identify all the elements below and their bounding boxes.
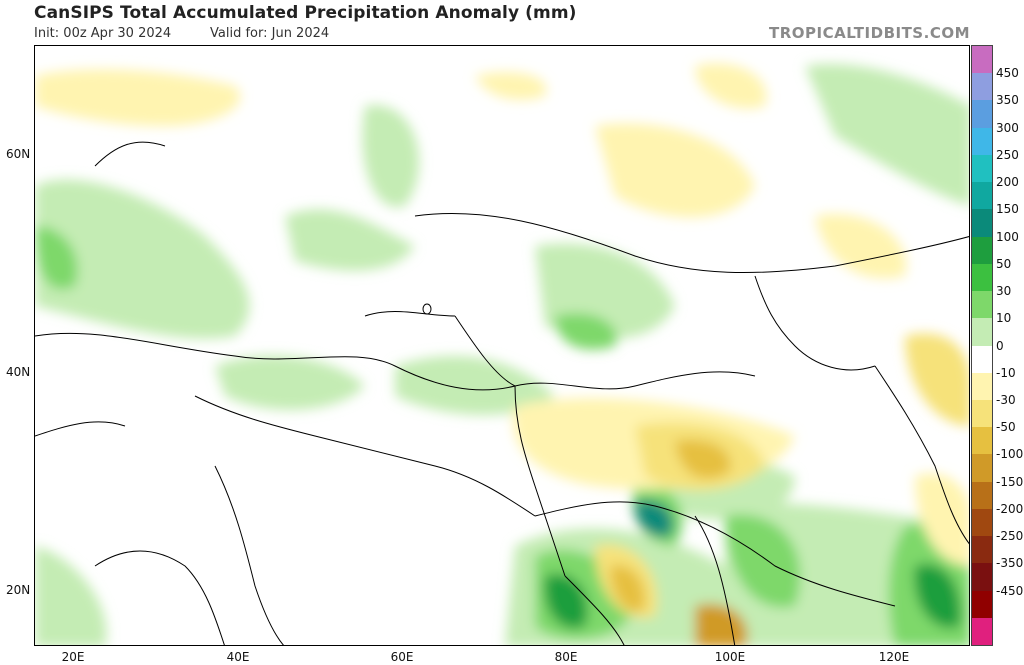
colorbar-segment xyxy=(972,536,992,564)
lon-label-60e: 60E xyxy=(390,650,414,664)
colorbar-segment xyxy=(972,209,992,238)
valid-time: Valid for: Jun 2024 xyxy=(210,26,330,41)
lon-label-20e: 20E xyxy=(61,650,85,664)
colorbar-label: -250 xyxy=(996,529,1024,544)
colorbar-segment xyxy=(972,617,992,646)
init-time: Init: 00z Apr 30 2024 xyxy=(34,26,172,41)
brand-watermark: TROPICALTIDBITS.COM xyxy=(769,24,970,42)
map-title: CanSIPS Total Accumulated Precipitation … xyxy=(34,3,577,23)
lat-label-20n: 20N xyxy=(6,583,31,597)
colorbar-label: 10 xyxy=(996,311,1012,326)
legend-colorbar xyxy=(971,45,993,646)
colorbar-segment xyxy=(972,372,992,401)
colorbar-label: -100 xyxy=(996,447,1024,462)
colorbar-segment xyxy=(972,454,992,483)
colorbar-segment xyxy=(972,399,992,428)
colorbar-segment xyxy=(972,182,992,210)
lon-label-80e: 80E xyxy=(554,650,578,664)
colorbar-label: -30 xyxy=(996,392,1016,407)
colorbar-segment xyxy=(972,563,992,592)
colorbar-label: -50 xyxy=(996,420,1016,435)
colorbar-segment xyxy=(972,100,992,129)
colorbar-segment xyxy=(972,318,992,346)
colorbar-label: 30 xyxy=(996,284,1012,299)
colorbar-label: 350 xyxy=(996,93,1019,108)
colorbar-segment xyxy=(972,508,992,537)
colorbar-label: -450 xyxy=(996,583,1024,598)
colorbar-label: 200 xyxy=(996,175,1019,190)
colorbar-label: 300 xyxy=(996,120,1019,135)
country-borders xyxy=(35,141,969,645)
precipitation-anomaly-map xyxy=(34,45,970,646)
colorbar-label: 100 xyxy=(996,229,1019,244)
colorbar-segment xyxy=(972,345,992,374)
colorbar-label: -200 xyxy=(996,501,1024,516)
colorbar-segment xyxy=(972,46,992,74)
colorbar-segment xyxy=(972,154,992,183)
lat-label-60n: 60N xyxy=(6,147,31,161)
lon-label-40e: 40E xyxy=(226,650,250,664)
anomaly-fields xyxy=(35,63,969,645)
colorbar-label: 250 xyxy=(996,147,1019,162)
colorbar-label: 50 xyxy=(996,256,1012,271)
map-canvas xyxy=(35,63,969,645)
lat-label-40n: 40N xyxy=(6,365,31,379)
colorbar-label: -150 xyxy=(996,474,1024,489)
colorbar-segment xyxy=(972,481,992,510)
colorbar-segment xyxy=(972,236,992,265)
colorbar-segment xyxy=(972,73,992,101)
colorbar-segment xyxy=(972,263,992,292)
colorbar-label: -10 xyxy=(996,365,1016,380)
colorbar-segment xyxy=(972,590,992,619)
colorbar-label: 150 xyxy=(996,202,1019,217)
colorbar-label: 0 xyxy=(996,338,1004,353)
colorbar-label: 450 xyxy=(996,66,1019,81)
colorbar-segment xyxy=(972,427,992,455)
lon-label-120e: 120E xyxy=(878,650,910,664)
colorbar-segment xyxy=(972,127,992,156)
lon-label-100e: 100E xyxy=(714,650,746,664)
colorbar-label: -350 xyxy=(996,556,1024,571)
colorbar-segment xyxy=(972,291,992,319)
